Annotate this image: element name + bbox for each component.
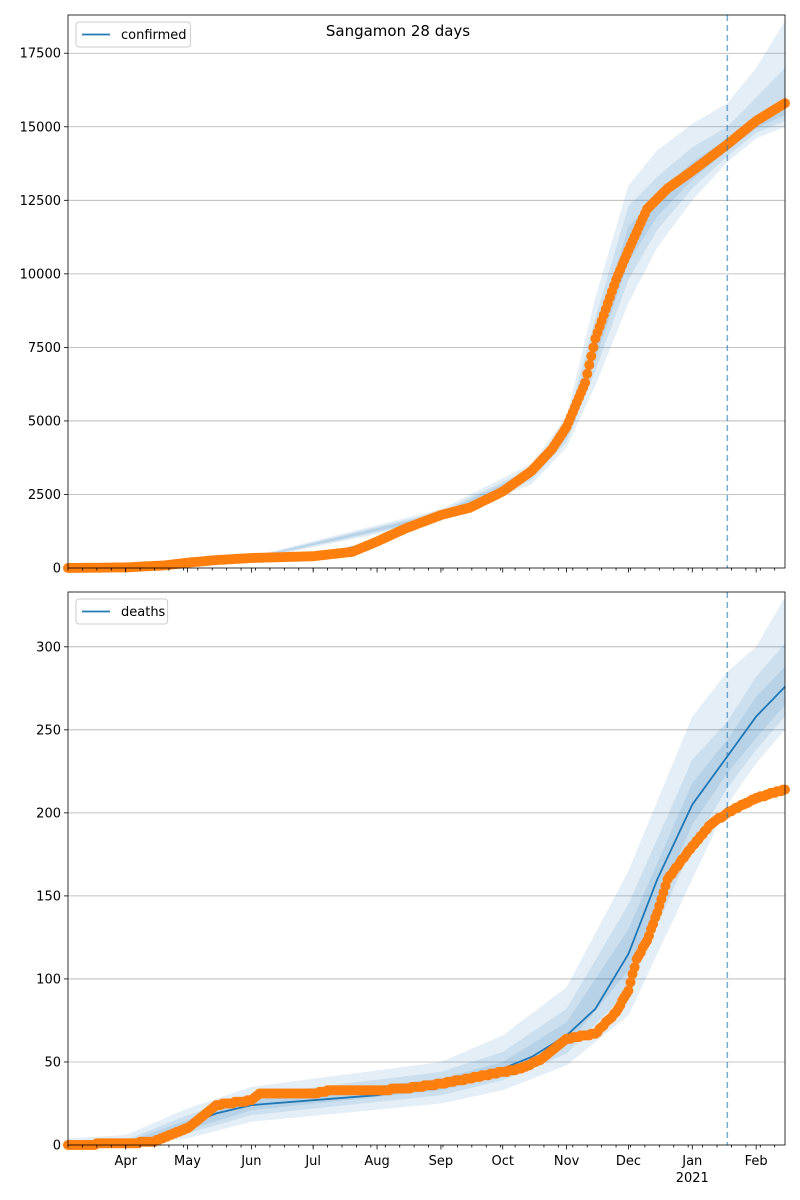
y-tick-label: 17500 bbox=[20, 47, 61, 62]
legend-label: deaths bbox=[121, 605, 166, 620]
x-tick-label: Dec bbox=[616, 1154, 641, 1169]
figure-title: Sangamon 28 days bbox=[326, 22, 470, 40]
y-tick-label: 50 bbox=[44, 1055, 61, 1070]
observed-point bbox=[580, 377, 591, 388]
y-tick-label: 100 bbox=[36, 972, 61, 987]
y-tick-label: 12500 bbox=[20, 194, 61, 209]
y-tick-label: 250 bbox=[36, 723, 61, 738]
legend-label: confirmed bbox=[121, 28, 187, 43]
axes-frame bbox=[67, 14, 786, 569]
y-tick-label: 5000 bbox=[28, 414, 61, 429]
observed-point bbox=[584, 360, 595, 370]
observed-point bbox=[588, 342, 599, 353]
y-tick-label: 150 bbox=[36, 889, 61, 904]
x-tick-label: Jan bbox=[681, 1154, 702, 1169]
confidence-band-3 bbox=[68, 20, 785, 568]
legend-box bbox=[75, 21, 191, 48]
y-tick-label: 300 bbox=[36, 640, 61, 655]
legend: deaths bbox=[75, 598, 169, 625]
chart-panel-confirmed: 0 2500 5000 7500 10000 12500 15000 17500 confirm… bbox=[20, 14, 790, 577]
x-tick-label: May bbox=[174, 1154, 201, 1169]
y-tick-label: 200 bbox=[36, 806, 61, 821]
observed-point bbox=[629, 962, 640, 973]
observed-point bbox=[582, 368, 593, 379]
axes-frame bbox=[67, 591, 786, 1146]
chart-panel-deaths: 0 50 100 150 200 250 300 Apr May Jun Jul Aug Sep Oct N… bbox=[36, 591, 790, 1186]
observed-point bbox=[586, 351, 597, 362]
y-tick-label: 7500 bbox=[28, 341, 61, 356]
y-tick-label: 2500 bbox=[28, 488, 61, 503]
x-tick-label: Apr bbox=[114, 1154, 137, 1169]
observed-point bbox=[623, 985, 634, 996]
x-tick-label: Feb bbox=[745, 1154, 768, 1169]
confidence-band-3 bbox=[68, 597, 785, 1145]
y-tick-label: 10000 bbox=[20, 267, 61, 282]
y-tick-label: 0 bbox=[53, 1139, 61, 1154]
observed-point bbox=[625, 977, 636, 988]
x-tick-label: Aug bbox=[364, 1154, 389, 1169]
legend-box bbox=[75, 598, 169, 625]
y-tick-label: 0 bbox=[53, 562, 61, 577]
y-tick-label: 15000 bbox=[20, 120, 61, 135]
confidence-band-1 bbox=[68, 666, 785, 1145]
x-tick-label: Jul bbox=[304, 1154, 321, 1169]
legend: confirmed bbox=[75, 21, 191, 48]
x-tick-label: Nov bbox=[554, 1154, 580, 1169]
x-tick-label: Oct bbox=[491, 1154, 513, 1169]
x-tick-label: Sep bbox=[429, 1154, 454, 1169]
x-tick-label: Jun bbox=[240, 1154, 261, 1169]
x-tick-sublabel: 2021 bbox=[676, 1171, 709, 1186]
confidence-band-2 bbox=[68, 643, 785, 1145]
